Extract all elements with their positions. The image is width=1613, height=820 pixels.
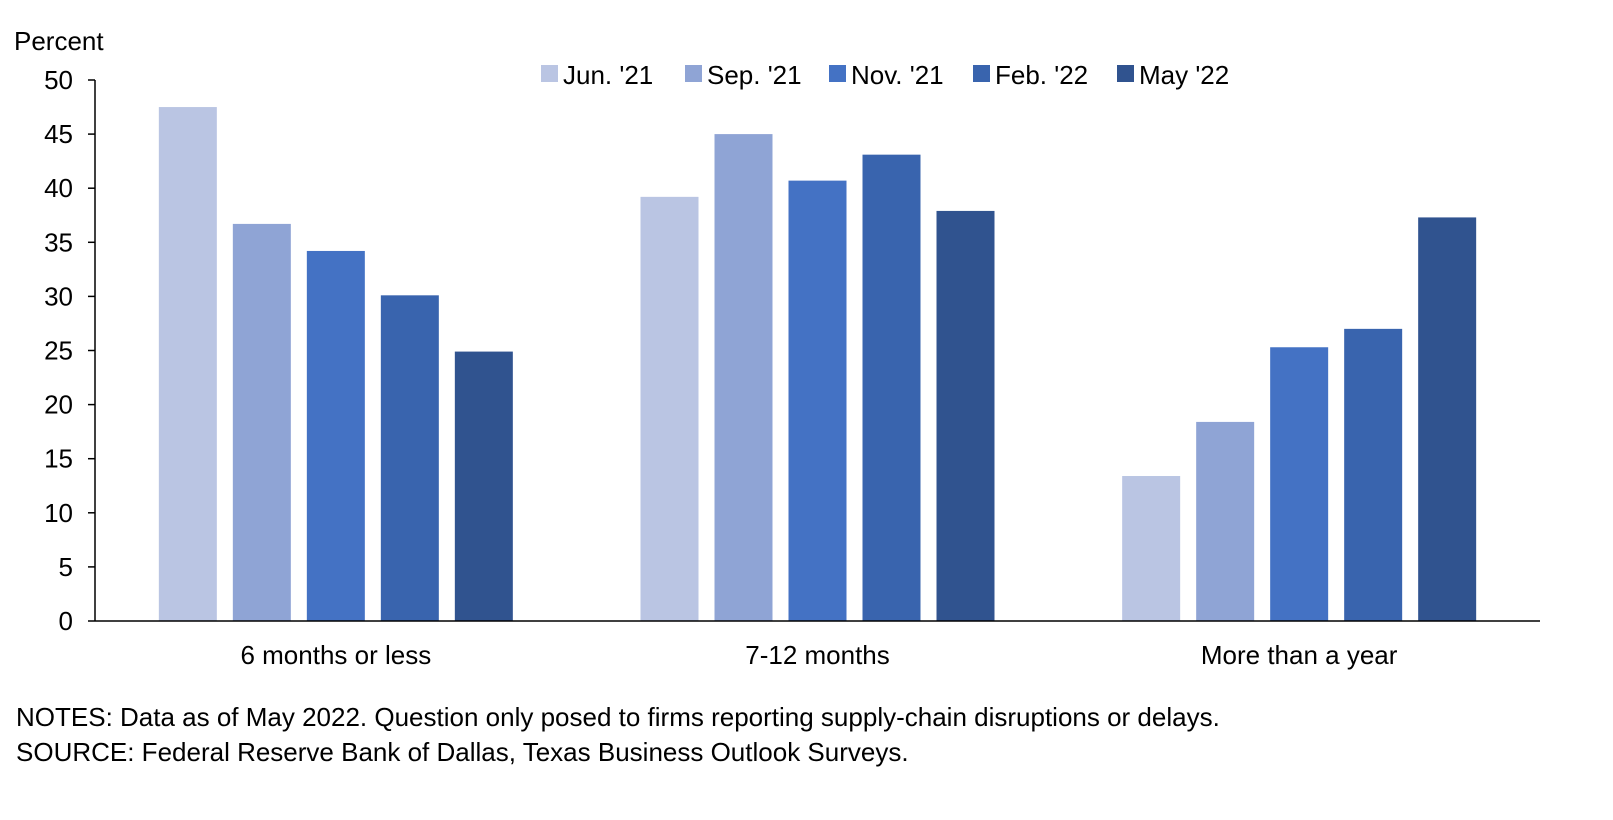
x-axis-labels: 6 months or less 7-12 months More than a y… — [240, 640, 1397, 670]
source-line: SOURCE: Federal Reserve Bank of Dallas, … — [16, 737, 909, 767]
bar — [1122, 476, 1181, 621]
x-tick-label: 7-12 months — [745, 640, 890, 670]
notes-line: NOTES: Data as of May 2022. Question onl… — [16, 702, 1220, 732]
y-axis-ticks: 0 5 10 15 20 25 30 35 40 45 50 — [44, 65, 95, 636]
x-tick-label: 6 months or less — [240, 640, 431, 670]
legend-label: May '22 — [1139, 60, 1229, 90]
bar — [454, 351, 513, 621]
bar — [1196, 421, 1255, 621]
bar — [862, 154, 921, 621]
x-tick-label: More than a year — [1201, 640, 1398, 670]
bar — [1418, 217, 1477, 621]
y-tick-label: 45 — [44, 119, 73, 149]
legend-label: Nov. '21 — [851, 60, 944, 90]
chart-notes: NOTES: Data as of May 2022. Question onl… — [16, 700, 1220, 770]
y-tick-label: 35 — [44, 227, 73, 257]
y-tick-label: 25 — [44, 336, 73, 366]
bar — [158, 107, 217, 622]
bar — [380, 295, 439, 621]
bar — [306, 250, 365, 621]
y-tick-label: 5 — [59, 552, 73, 582]
y-axis-label: Percent — [14, 26, 104, 56]
bar — [640, 196, 699, 621]
y-tick-label: 20 — [44, 390, 73, 420]
bar-chart: Percent Jun. '21 Sep. '21 Nov. '21 Feb. '22… — [14, 26, 1540, 670]
legend-swatch — [973, 65, 990, 82]
legend-swatch — [829, 65, 846, 82]
bar — [788, 180, 847, 621]
y-tick-label: 40 — [44, 173, 73, 203]
bar — [232, 223, 291, 621]
y-tick-label: 10 — [44, 498, 73, 528]
bar — [714, 134, 773, 621]
y-tick-label: 15 — [44, 444, 73, 474]
bar — [936, 210, 995, 621]
legend: Jun. '21 Sep. '21 Nov. '21 Feb. '22 May '22 — [541, 60, 1229, 90]
bar — [1270, 347, 1329, 621]
bars — [158, 107, 1477, 622]
legend-label: Sep. '21 — [707, 60, 802, 90]
bar — [1344, 328, 1403, 621]
legend-swatch — [685, 65, 702, 82]
legend-swatch — [541, 65, 558, 82]
y-tick-label: 0 — [59, 606, 73, 636]
legend-label: Jun. '21 — [563, 60, 653, 90]
y-tick-label: 50 — [44, 65, 73, 95]
legend-label: Feb. '22 — [995, 60, 1088, 90]
legend-swatch — [1117, 65, 1134, 82]
y-tick-label: 30 — [44, 281, 73, 311]
